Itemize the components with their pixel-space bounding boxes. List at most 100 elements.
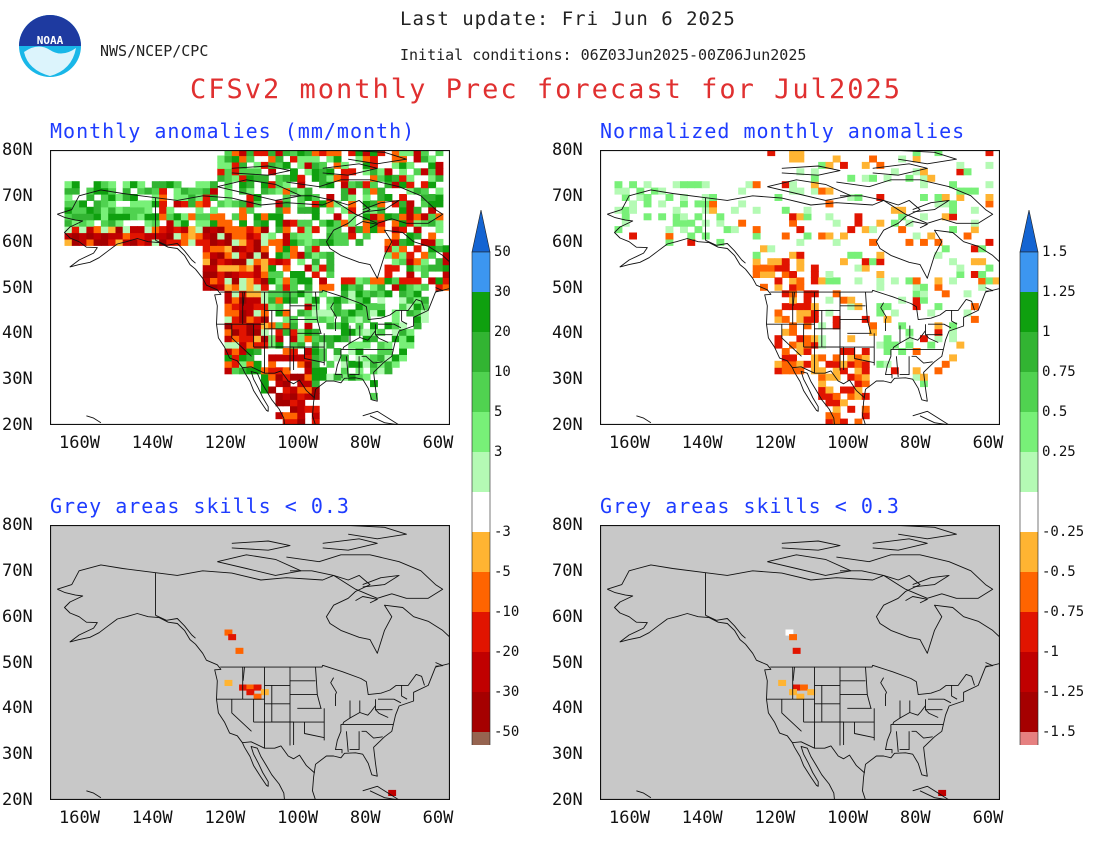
colorbar-swatch <box>472 652 490 692</box>
colorbar-label: -5 <box>494 564 511 580</box>
colorbar-label: 1 <box>1042 324 1050 340</box>
lon-tick-label: 100W <box>827 433 869 453</box>
lon-tick-label: 140W <box>681 808 723 828</box>
lat-tick-label: 30N <box>552 369 583 390</box>
colorbar-label: -1.25 <box>1042 684 1084 700</box>
lon-tick-label: 100W <box>277 808 319 828</box>
lon-tick-label: 80W <box>349 808 381 828</box>
lon-tick-label: 140W <box>131 808 173 828</box>
colorbar-swatch <box>472 732 490 772</box>
colorbar-label: -0.75 <box>1042 604 1084 620</box>
lon-tick-label: 100W <box>277 433 319 453</box>
colorbar-swatch <box>472 492 490 532</box>
colorbar-label: 10 <box>494 364 511 380</box>
colorbar-label: -10 <box>494 604 519 620</box>
colorbar-label: -20 <box>494 644 519 660</box>
lat-tick-label: 60N <box>552 231 583 252</box>
colorbar-label: -1.5 <box>1042 724 1076 740</box>
map-panel-normalized <box>599 149 1015 430</box>
colorbar-swatch <box>472 692 490 732</box>
anomaly-cells <box>50 525 450 800</box>
colorbar-label: 0.25 <box>1042 444 1076 460</box>
lat-tick-label: 80N <box>2 515 33 535</box>
colorbar-swatch <box>1020 572 1038 612</box>
map-lines <box>49 149 465 430</box>
lat-tick-label: 40N <box>552 323 583 344</box>
colorbar-swatch <box>1020 332 1038 372</box>
lat-tick-label: 70N <box>2 185 33 206</box>
colorbar-swatch <box>1020 532 1038 572</box>
anomaly-cells <box>64 149 451 426</box>
lat-tick-label: 50N <box>552 277 583 298</box>
lon-tick-label: 120W <box>754 808 796 828</box>
lon-tick-label: 100W <box>827 808 869 828</box>
colorbar-top-arrow <box>471 209 491 253</box>
lon-tick-label: 160W <box>609 433 650 453</box>
colorbar-swatch <box>472 452 490 492</box>
colorbar-label: 3 <box>494 444 502 460</box>
lat-tick-label: 20N <box>552 790 583 810</box>
lon-tick-label: 120W <box>204 433 246 453</box>
map-lines <box>599 524 1015 805</box>
colorbar-label: -3 <box>494 524 511 540</box>
colorbar-swatch <box>1020 412 1038 452</box>
lon-tick-label: 160W <box>609 808 650 828</box>
panel-title-skill-left: Grey areas skills < 0.3 <box>50 494 350 518</box>
lat-tick-label: 40N <box>2 323 33 344</box>
page-title: CFSv2 monthly Prec forecast for Jul2025 <box>190 74 902 105</box>
colorbar-label: -30 <box>494 684 519 700</box>
lon-tick-label: 140W <box>131 433 173 453</box>
colorbar-label: -0.5 <box>1042 564 1076 580</box>
lon-tick-label: 80W <box>899 808 931 828</box>
lon-tick-label: 60W <box>972 808 1004 828</box>
colorbar-label: 1.25 <box>1042 284 1076 300</box>
colorbar-swatch <box>472 612 490 652</box>
lat-tick-label: 40N <box>552 698 583 719</box>
colorbar-label: -1 <box>1042 644 1059 660</box>
lat-tick-label: 80N <box>552 515 583 535</box>
colorbar-top-arrow <box>1019 209 1039 253</box>
lon-tick-label: 120W <box>754 433 796 453</box>
panel-title-skill-right: Grey areas skills < 0.3 <box>600 494 900 518</box>
lat-tick-label: 50N <box>2 277 33 298</box>
colorbar-label: 30 <box>494 284 511 300</box>
colorbar-anomalies: 50 30 20 10 5 3 -3 -5 -10 -20 -30 -50 <box>470 209 550 815</box>
colorbar-swatch <box>472 412 490 452</box>
colorbar-label: -50 <box>494 724 519 740</box>
map-lines <box>49 524 465 805</box>
colorbar-swatch <box>1020 252 1038 292</box>
lat-tick-label: 50N <box>552 652 583 673</box>
lat-tick-label: 70N <box>2 560 33 581</box>
colorbar-swatch <box>1020 372 1038 412</box>
colorbar-label: 20 <box>494 324 511 340</box>
map-lines <box>599 149 1015 430</box>
lat-tick-label: 50N <box>2 652 33 673</box>
colorbar-swatch <box>1020 652 1038 692</box>
colorbar-swatch <box>472 372 490 412</box>
lon-tick-label: 80W <box>349 433 381 453</box>
colorbar-swatch <box>1020 292 1038 332</box>
lon-tick-label: 60W <box>422 433 454 453</box>
lon-tick-label: 120W <box>204 808 246 828</box>
colorbar-swatch <box>472 252 490 292</box>
colorbar-label: 0.75 <box>1042 364 1076 380</box>
colorbar-swatch <box>472 332 490 372</box>
lon-tick-label: 160W <box>59 433 100 453</box>
panel-title-anomalies: Monthly anomalies (mm/month) <box>50 119 416 143</box>
lat-tick-label: 80N <box>552 140 583 160</box>
colorbar-label: 50 <box>494 244 511 260</box>
noaa-logo: NOAA <box>18 12 82 80</box>
lat-tick-label: 20N <box>2 790 33 810</box>
colorbar-swatch <box>1020 612 1038 652</box>
map-panel-skill-left <box>49 524 465 805</box>
lat-tick-label: 70N <box>552 560 583 581</box>
lat-tick-label: 20N <box>552 415 583 435</box>
lon-tick-label: 60W <box>422 808 454 828</box>
lat-tick-label: 80N <box>2 140 33 160</box>
lat-tick-label: 60N <box>2 606 33 627</box>
svg-text:NOAA: NOAA <box>37 34 64 47</box>
lat-tick-label: 30N <box>552 744 583 765</box>
colorbar-swatch <box>472 572 490 612</box>
lat-tick-label: 20N <box>2 415 33 435</box>
colorbar-label: 1.5 <box>1042 244 1067 260</box>
